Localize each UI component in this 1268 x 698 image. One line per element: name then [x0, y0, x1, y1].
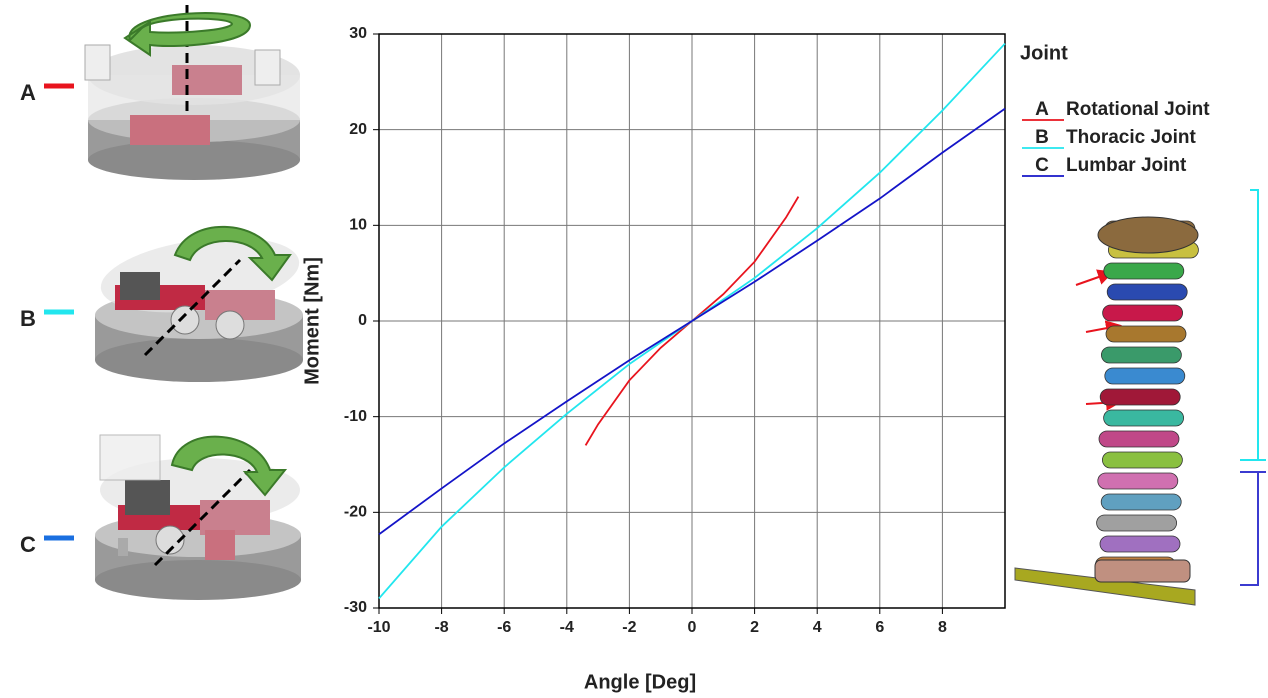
vertebra — [1102, 451, 1183, 469]
vertebra — [1097, 472, 1179, 490]
legend-label: Thoracic Joint — [1066, 127, 1197, 148]
vertebra — [1094, 559, 1191, 583]
panel-label: A — [20, 80, 36, 105]
vertebra — [1097, 216, 1199, 254]
y-tick-label: 10 — [349, 217, 367, 234]
y-tick-label: 20 — [349, 121, 367, 138]
vertebra — [1104, 367, 1186, 385]
y-tick-label: 0 — [358, 312, 367, 329]
vertebra — [1100, 493, 1182, 511]
vertebra — [1096, 514, 1177, 532]
x-tick-label: 8 — [938, 619, 947, 636]
legend-label: Lumbar Joint — [1066, 155, 1187, 176]
x-tick-label: -8 — [434, 619, 448, 636]
joint-illustration-a — [84, 5, 300, 180]
x-tick-label: 0 — [688, 619, 697, 636]
x-tick-label: -6 — [497, 619, 511, 636]
vertebra — [1103, 262, 1185, 280]
vertebra — [1099, 535, 1181, 553]
series-line — [378, 107, 1006, 536]
vertebra — [1105, 325, 1187, 343]
vertebra — [1098, 430, 1180, 448]
panel-label: B — [20, 306, 36, 331]
y-tick-label: -10 — [344, 408, 367, 425]
spine-model — [1014, 189, 1266, 606]
x-axis-label: Angle [Deg] — [584, 671, 696, 693]
legend-title: Joint — [1020, 42, 1068, 64]
x-tick-label: 4 — [813, 619, 822, 636]
vertebra — [1103, 409, 1184, 427]
vertebra — [1101, 346, 1182, 364]
x-tick-label: 6 — [875, 619, 884, 636]
y-tick-label: -20 — [344, 504, 367, 521]
x-tick-label: -10 — [367, 619, 390, 636]
panel-label: C — [20, 532, 36, 557]
y-tick-label: -30 — [344, 599, 367, 616]
joint-illustration-c — [95, 434, 301, 600]
legend-letter: A — [1035, 99, 1049, 120]
vertebra — [1106, 283, 1188, 301]
vertebra — [1099, 388, 1181, 406]
legend-letter: B — [1035, 127, 1049, 148]
x-tick-label: -4 — [560, 619, 574, 636]
legend-letter: C — [1035, 155, 1049, 176]
legend-label: Rotational Joint — [1066, 99, 1210, 120]
plot-frame — [378, 33, 1006, 609]
vertebra — [1102, 304, 1183, 322]
y-tick-label: 30 — [349, 25, 367, 42]
y-axis-label: Moment [Nm] — [301, 257, 323, 385]
x-tick-label: -2 — [622, 619, 636, 636]
x-tick-label: 2 — [750, 619, 759, 636]
joint-illustration-b — [95, 225, 303, 382]
